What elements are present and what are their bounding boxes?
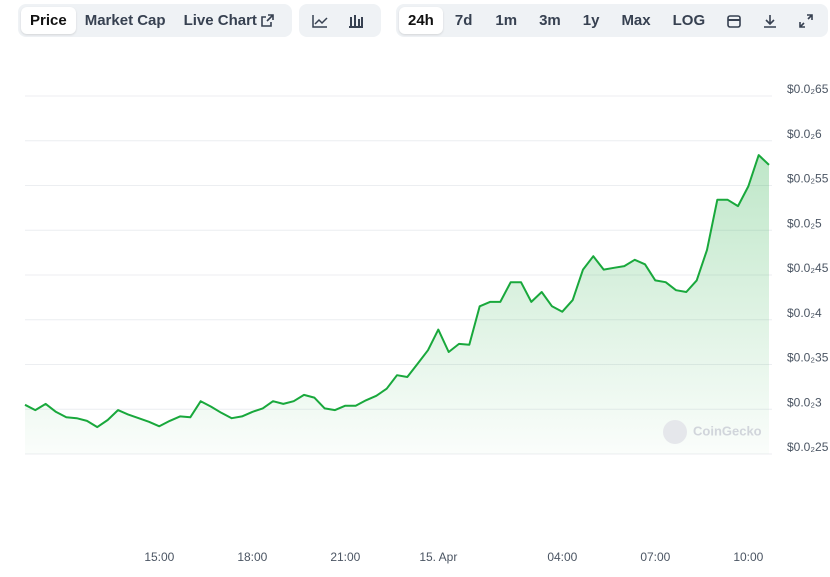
view-tabs: Price Market Cap Live Chart <box>18 4 292 37</box>
x-tick-label: 07:00 <box>640 550 670 564</box>
tab[interactable]: Market Cap <box>84 12 166 29</box>
x-tick-label: 15:00 <box>144 550 174 564</box>
range[interactable]: 7d <box>454 12 473 29</box>
x-tick-label: 21:00 <box>330 550 360 564</box>
y-tick-label: $0.0₂65 <box>787 82 829 96</box>
line-chart-button[interactable] <box>302 7 338 34</box>
y-tick-label: $0.0₂3 <box>787 395 822 409</box>
watermark-text: CoinGecko <box>693 423 762 438</box>
fullscreen-button[interactable] <box>788 7 824 34</box>
area-fill <box>25 155 769 454</box>
icon <box>727 14 741 28</box>
watermark: CoinGecko <box>663 420 762 444</box>
chart-style <box>299 4 381 37</box>
range[interactable]: 1y <box>582 12 600 29</box>
external-icon <box>261 14 274 27</box>
y-tick-label: $0.0₂25 <box>787 440 829 454</box>
calendar-button[interactable] <box>716 7 752 34</box>
range[interactable]: Max <box>621 12 651 29</box>
y-tick-label: $0.0₂5 <box>787 216 822 230</box>
y-tick-label: $0.0₂55 <box>787 172 829 186</box>
range[interactable]: 3m <box>539 12 561 29</box>
tab-label: Live Chart <box>183 12 257 29</box>
y-tick-label: $0.0₂6 <box>787 127 822 141</box>
tab[interactable]: Price <box>21 7 76 34</box>
price-line <box>24 154 770 429</box>
x-tick-label: 10:00 <box>733 550 763 564</box>
y-tick-label: $0.0₂4 <box>787 306 822 320</box>
range[interactable]: 1m <box>495 12 518 29</box>
range-tabs: 24h 7d 1m 3m 1y Max LOG <box>396 4 828 37</box>
icon <box>764 14 777 28</box>
range[interactable]: LOG <box>672 12 706 29</box>
x-tick-label: 15. Apr <box>419 550 457 564</box>
icon <box>349 14 363 28</box>
download-button[interactable] <box>752 7 788 34</box>
range[interactable]: 24h <box>399 7 443 34</box>
candle-chart-button[interactable] <box>338 7 374 34</box>
icon <box>799 13 813 28</box>
tab[interactable]: Live Chart <box>175 7 283 34</box>
icon <box>312 14 328 28</box>
y-tick-label: $0.0₂45 <box>787 261 829 275</box>
y-tick-label: $0.0₂35 <box>787 351 829 365</box>
x-tick-label: 04:00 <box>547 550 577 564</box>
x-tick-label: 18:00 <box>237 550 267 564</box>
